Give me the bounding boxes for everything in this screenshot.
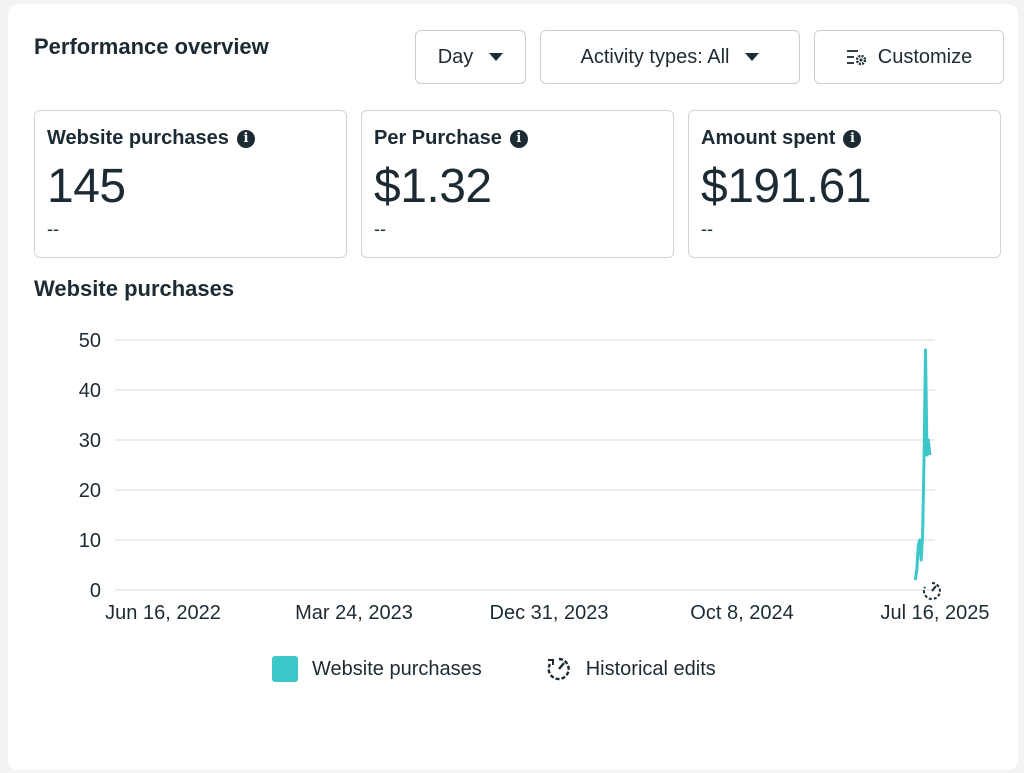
- y-tick-label: 10: [79, 530, 101, 552]
- edit-marker-arc: [922, 582, 941, 600]
- website-purchases-chart: 0 10 20 30 40 50 Jun 16, 2022 Mar 24, 2023 Dec 3…: [79, 330, 990, 624]
- y-tick-label: 0: [90, 580, 101, 602]
- historical-edit-marker-icon: [922, 582, 941, 600]
- period-label: Day: [437, 45, 474, 68]
- historical-edits-icon[interactable]: [546, 656, 572, 682]
- metric-value: 145: [47, 160, 126, 213]
- metric-label: Website purchases i: [47, 127, 255, 150]
- customize-button[interactable]: Customize: [814, 30, 1004, 84]
- customize-label: Customize: [877, 45, 973, 68]
- info-icon[interactable]: i: [843, 129, 862, 148]
- x-tick-label: Oct 8, 2024: [690, 602, 793, 624]
- legend-series-label[interactable]: Website purchases: [312, 657, 482, 680]
- series-line: [913, 348, 932, 581]
- activity-label: Activity types: All: [580, 45, 730, 68]
- series-swatch[interactable]: [272, 656, 298, 682]
- x-tick-label: Jul 16, 2025: [881, 602, 990, 624]
- caret-down-icon: [745, 53, 760, 61]
- metric-delta: --: [47, 219, 59, 239]
- performance-panel: Performance overview Day Activity types:…: [8, 4, 1018, 770]
- chart-title: Website purchases: [34, 276, 235, 301]
- info-icon[interactable]: i: [509, 129, 528, 148]
- metric-label: Amount spent i: [701, 127, 862, 150]
- chart-legend: Website purchases Historical edits: [272, 656, 716, 682]
- y-tick-label: 50: [79, 330, 101, 352]
- metric-label-text: Website purchases: [47, 127, 229, 149]
- y-tick-label: 30: [79, 430, 101, 452]
- metric-label-text: Per Purchase: [374, 127, 502, 149]
- y-tick-label: 20: [79, 480, 101, 502]
- caret-down-icon: [489, 53, 504, 61]
- metric-value: $191.61: [701, 160, 872, 213]
- metric-label-text: Amount spent: [701, 127, 836, 149]
- metric-value: $1.32: [374, 160, 492, 213]
- page-title: Performance overview: [34, 34, 269, 59]
- metric-delta: --: [701, 219, 713, 239]
- y-tick-label: 40: [79, 380, 101, 402]
- activity-types-dropdown[interactable]: Activity types: All: [540, 30, 800, 84]
- info-icon[interactable]: i: [236, 129, 255, 148]
- edit-marker-needle: [931, 585, 937, 592]
- legend-edits-label[interactable]: Historical edits: [585, 657, 716, 680]
- x-tick-label: Jun 16, 2022: [105, 602, 221, 624]
- metric-delta: --: [374, 219, 386, 239]
- period-dropdown[interactable]: Day: [415, 30, 526, 84]
- metric-card-amount-spent[interactable]: Amount spent i $191.61 --: [688, 110, 1001, 258]
- metric-label: Per Purchase i: [374, 127, 528, 150]
- customize-icon: [846, 50, 866, 66]
- x-tick-label: Dec 31, 2023: [490, 602, 609, 624]
- metric-card-website-purchases[interactable]: Website purchases i 145 --: [34, 110, 347, 258]
- x-tick-label: Mar 24, 2023: [295, 602, 413, 624]
- metric-card-per-purchase[interactable]: Per Purchase i $1.32 --: [361, 110, 674, 258]
